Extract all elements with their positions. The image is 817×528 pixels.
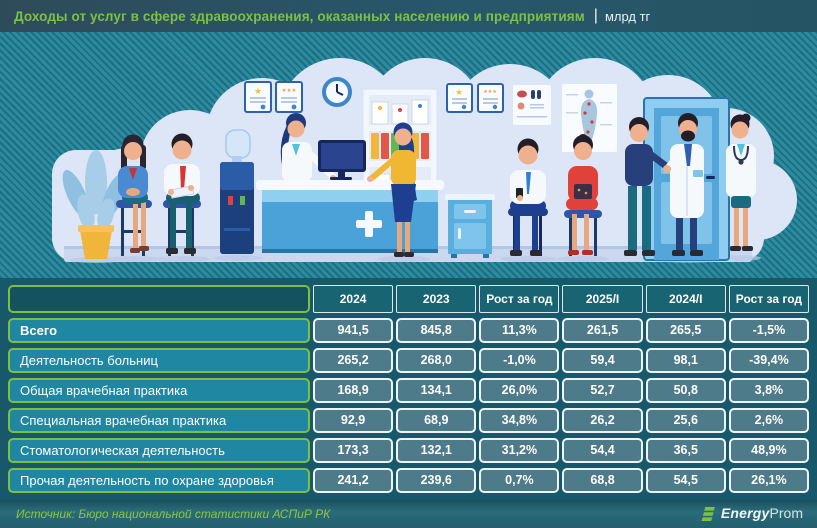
- seated-man: [163, 133, 201, 256]
- standing-visitor: [367, 122, 417, 257]
- row-label: Прочая деятельность по охране здоровья: [8, 468, 310, 493]
- value-cell: -1,0%: [479, 348, 560, 373]
- computer-monitor: [318, 140, 366, 180]
- value-cell: 0,7%: [479, 468, 560, 493]
- anatomy-posters: [513, 84, 617, 152]
- value-cell: 48,9%: [728, 438, 809, 463]
- value-cell: 134,1: [396, 378, 477, 403]
- value-cell: 132,1: [396, 438, 477, 463]
- wall-certificates: ★ ★★★ ★ ★★★: [244, 81, 504, 113]
- value-cell: 36,5: [645, 438, 726, 463]
- column-header: 2025/I: [562, 285, 643, 313]
- row-label: Общая врачебная практика: [8, 378, 310, 403]
- row-label: Специальная врачебная практика: [8, 408, 310, 433]
- value-cell: 26,2: [562, 408, 643, 433]
- row-label: Стоматологическая деятельность: [8, 438, 310, 463]
- value-cell: 68,8: [562, 468, 643, 493]
- value-cell: 168,9: [313, 378, 394, 403]
- illustration-band: ★ ★★★ ★ ★★★: [0, 32, 817, 278]
- value-cell: 239,6: [396, 468, 477, 493]
- seated-patient-man: [508, 138, 548, 256]
- value-cell: 261,5: [562, 318, 643, 343]
- income-table: 2024 2023 Рост за год 2025/I 2024/I Рост за г…: [8, 285, 809, 493]
- table-corner-cell: [8, 285, 310, 313]
- value-cell: 845,8: [396, 318, 477, 343]
- title-bar: Доходы от услуг в сфере здравоохранения,…: [0, 0, 817, 32]
- unit-separator: |: [593, 6, 598, 24]
- clinic-illustration: ★ ★★★ ★ ★★★: [52, 58, 797, 263]
- svg-text:★: ★: [455, 87, 463, 97]
- column-header: Рост за год: [479, 285, 560, 313]
- value-cell: 265,5: [645, 318, 726, 343]
- value-cell: 26,0%: [479, 378, 560, 403]
- seated-woman: [116, 134, 152, 256]
- value-cell: -1,5%: [728, 318, 809, 343]
- svg-text:★: ★: [254, 86, 262, 96]
- row-label: Всего: [8, 318, 310, 343]
- column-header: 2023: [396, 285, 477, 313]
- column-header: 2024: [313, 285, 394, 313]
- reception-desk: [256, 180, 444, 253]
- unit-label: млрд тг: [604, 8, 651, 24]
- logo-text-light: Prom: [769, 505, 803, 521]
- row-label: Деятельность больниц: [8, 348, 310, 373]
- energyprom-logo: EnergyProm: [700, 505, 803, 523]
- doctor-handshake: [624, 113, 704, 256]
- value-cell: 25,6: [645, 408, 726, 433]
- value-cell: 92,9: [313, 408, 394, 433]
- value-cell: 26,1%: [728, 468, 809, 493]
- svg-text:★★★: ★★★: [483, 89, 497, 95]
- column-header: 2024/I: [645, 285, 726, 313]
- female-doctor: [726, 113, 756, 251]
- value-cell: 2,6%: [728, 408, 809, 433]
- value-cell: 34,8%: [479, 408, 560, 433]
- value-cell: 173,3: [313, 438, 394, 463]
- table-section: 2024 2023 Рост за год 2025/I 2024/I Рост за г…: [0, 278, 817, 500]
- value-cell: 268,0: [396, 348, 477, 373]
- logo-icon: [701, 506, 715, 521]
- page-title: Доходы от услуг в сфере здравоохранения,…: [14, 8, 585, 24]
- value-cell: 50,8: [645, 378, 726, 403]
- value-cell: 52,7: [562, 378, 643, 403]
- value-cell: 31,2%: [479, 438, 560, 463]
- value-cell: 3,8%: [728, 378, 809, 403]
- wall-clock: [322, 77, 352, 107]
- water-cooler: [220, 129, 254, 254]
- logo-text-bold: Energy: [720, 505, 770, 521]
- value-cell: 54,4: [562, 438, 643, 463]
- value-cell: 68,9: [396, 408, 477, 433]
- value-cell: 59,4: [562, 348, 643, 373]
- value-cell: 241,2: [313, 468, 394, 493]
- value-cell: 265,2: [313, 348, 394, 373]
- footer-bar: Источник: Бюро национальной статистики А…: [0, 500, 817, 528]
- source-text: Источник: Бюро национальной статистики А…: [16, 507, 331, 521]
- svg-text:★★★: ★★★: [282, 88, 297, 94]
- column-header: Рост за год: [728, 285, 809, 313]
- seated-patient-woman: [564, 134, 602, 256]
- medical-cabinet: [445, 194, 495, 258]
- value-cell: 98,1: [645, 348, 726, 373]
- potted-plant: [62, 150, 127, 259]
- value-cell: 11,3%: [479, 318, 560, 343]
- value-cell: 54,5: [645, 468, 726, 493]
- value-cell: 941,5: [313, 318, 394, 343]
- value-cell: -39,4%: [728, 348, 809, 373]
